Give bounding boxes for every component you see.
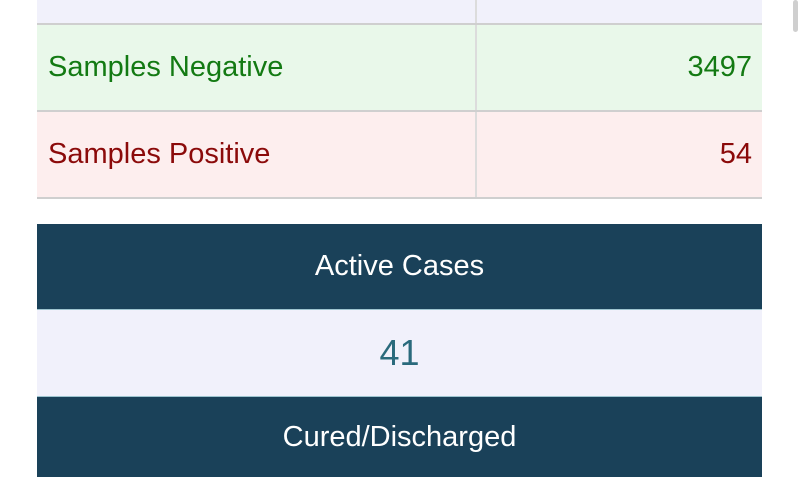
cured-title: Cured/Discharged (37, 397, 762, 477)
table-row-partial (37, 0, 762, 25)
active-cases-value: 41 (37, 309, 762, 397)
table-cell (477, 0, 762, 23)
samples-negative-value: 3497 (687, 51, 752, 83)
active-cases-title: Active Cases (37, 224, 762, 309)
table-cell (37, 0, 477, 23)
table-row-samples-positive: Samples Positive 54 (37, 112, 762, 199)
samples-negative-label: Samples Negative (37, 25, 477, 110)
samples-positive-value: 54 (719, 138, 752, 170)
samples-positive-label: Samples Positive (37, 112, 477, 197)
active-cases-card: Active Cases 41 (37, 224, 762, 397)
cured-card: Cured/Discharged (37, 397, 762, 477)
scrollbar[interactable] (793, 0, 798, 32)
table-row-samples-negative: Samples Negative 3497 (37, 25, 762, 112)
